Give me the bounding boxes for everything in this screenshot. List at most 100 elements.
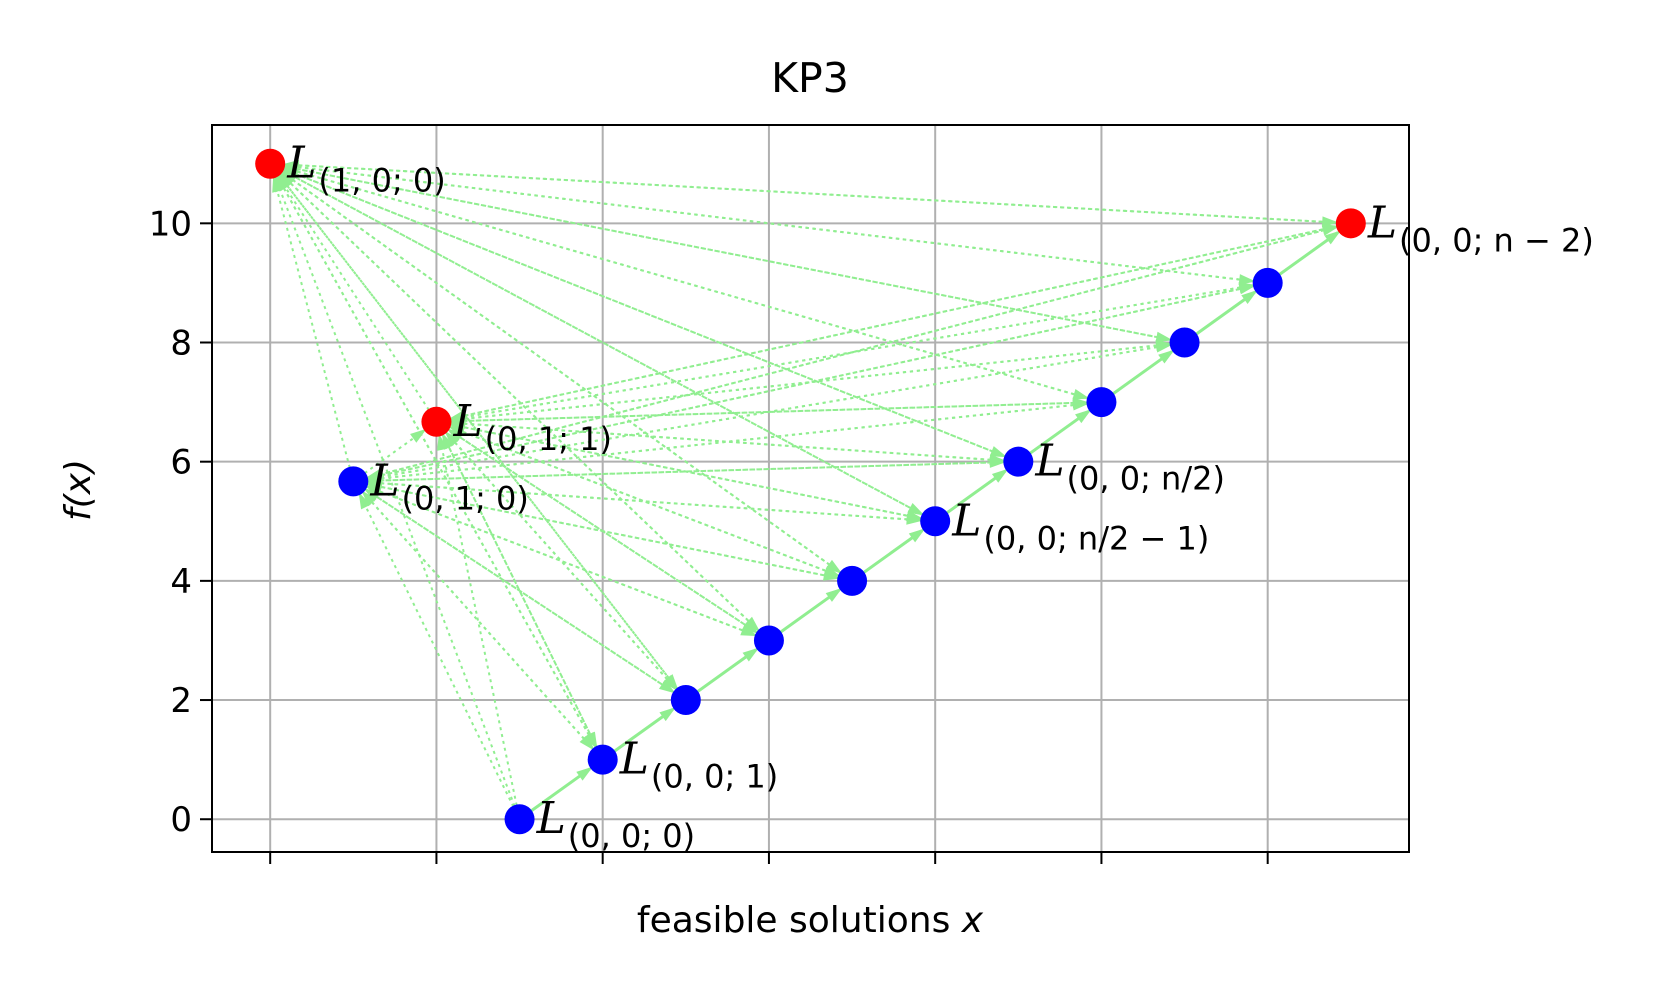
edge-arrowhead <box>989 446 1008 458</box>
edge-arrowhead <box>1238 282 1256 293</box>
point-label-p05: L(0, 0; n/2 − 1) <box>951 495 1209 557</box>
grid-lines <box>212 125 1409 852</box>
edge-line <box>279 175 687 701</box>
data-points <box>255 148 1366 835</box>
edge-arrowhead <box>1241 289 1258 304</box>
data-point-p02 <box>670 685 701 716</box>
y-axis-label: f(x) <box>58 459 99 521</box>
edge-line <box>282 172 853 582</box>
edge-arrowhead <box>446 428 464 442</box>
edge-line <box>451 423 936 523</box>
edge-arrowhead <box>825 559 843 574</box>
data-point-p08 <box>1169 327 1200 358</box>
edge-arrowhead <box>989 454 1007 466</box>
data-point-p09 <box>1252 267 1283 298</box>
edge-line <box>353 226 1336 483</box>
edge-arrowhead <box>906 510 924 521</box>
edge-line <box>436 420 838 577</box>
edge-arrowhead <box>1321 216 1339 228</box>
edge-arrowhead <box>584 732 597 750</box>
x-axis-label: feasible solutions x <box>637 900 984 941</box>
edge-arrowhead <box>908 528 926 543</box>
data-point-p00 <box>504 804 535 835</box>
edge-line <box>352 480 673 693</box>
edge-arrowhead <box>1321 224 1340 235</box>
edge-line <box>274 178 521 820</box>
edge-line <box>438 437 521 820</box>
data-point-p11 <box>338 466 369 497</box>
edge-arrowhead <box>1072 397 1090 409</box>
edge-line <box>369 460 1019 482</box>
data-point-p06 <box>1003 446 1034 477</box>
data-point-p07 <box>1086 387 1117 418</box>
edge-arrowhead <box>276 173 291 191</box>
edge-line <box>449 429 770 642</box>
edge-line <box>273 178 355 482</box>
edge-line <box>353 480 837 579</box>
edge-line <box>269 163 759 631</box>
y-tick-label: 10 <box>149 204 192 244</box>
data-point-p13 <box>255 148 286 179</box>
edge-arrowhead <box>1158 349 1175 364</box>
data-point-p10 <box>1335 208 1366 239</box>
data-point-p04 <box>837 565 868 596</box>
edge-line <box>284 168 1019 463</box>
edge-line <box>269 162 1004 457</box>
edge-arrowhead <box>658 679 676 694</box>
y-tick-label: 4 <box>170 562 192 602</box>
point-labels: L(0, 0; 0)L(0, 0; 1) L(0, 0; n/2 − 1) L(0,… <box>286 138 1594 855</box>
y-tick-label: 6 <box>170 443 192 483</box>
edge-arrowhead <box>579 734 595 751</box>
edge-arrowhead <box>1075 409 1092 424</box>
point-label-p00: L(0, 0; 0) <box>536 793 696 855</box>
edge-line <box>435 420 757 633</box>
edge-line <box>436 420 920 520</box>
edge-arrowhead <box>1155 340 1173 351</box>
edge-line <box>363 492 604 761</box>
edge-line <box>452 401 1102 423</box>
chart-title: KP3 <box>771 54 849 102</box>
edge-arrowhead <box>441 432 454 450</box>
y-tick-label: 8 <box>170 324 192 364</box>
plot-frame <box>211 124 1410 853</box>
edge-arrowhead <box>744 616 761 633</box>
edge-arrowhead <box>282 159 300 171</box>
edge-arrowhead <box>1155 331 1173 343</box>
y-tick-labels: 0 2 4 6 8 10 <box>149 204 192 840</box>
edge-arrowhead <box>1072 389 1090 400</box>
edge-line <box>436 401 1086 423</box>
edge-line <box>269 163 596 747</box>
edge-line <box>352 480 755 636</box>
edge-arrowhead <box>363 487 381 502</box>
point-label-p10: L(0, 0; n − 2) <box>1367 197 1594 259</box>
point-label-p01: L(0, 0; 1) <box>619 734 779 796</box>
point-label-p12: L(0, 1; 1) <box>452 396 612 458</box>
edge-line <box>366 489 687 701</box>
edge-line <box>353 461 1003 483</box>
edge-arrowhead <box>907 502 925 516</box>
edge-arrowhead <box>659 707 677 722</box>
y-tick-label: 0 <box>170 800 192 840</box>
edge-arrowhead <box>1324 230 1342 245</box>
edge-arrowhead <box>576 766 593 781</box>
data-point-p03 <box>753 625 784 656</box>
edge-arrowhead <box>272 175 283 193</box>
edge-arrowhead <box>825 587 843 602</box>
edge-line <box>353 344 1169 483</box>
edge-line <box>269 163 677 689</box>
edge-line <box>436 284 1253 423</box>
edge-line <box>269 162 1087 399</box>
axis-ticks <box>200 222 1269 864</box>
edge-line <box>368 483 853 582</box>
edge-arrowhead <box>664 674 679 691</box>
edge-arrowhead <box>742 647 760 662</box>
point-label-p11: L(0, 1; 0) <box>369 455 529 517</box>
edge-arrowhead <box>358 492 371 510</box>
point-label-p13: L(1, 0; 0) <box>286 138 446 200</box>
edge-line <box>270 162 1335 224</box>
edge-arrowhead <box>991 468 1009 483</box>
data-point-p01 <box>587 744 618 775</box>
edge-line <box>269 162 840 573</box>
data-point-p12 <box>421 406 452 437</box>
